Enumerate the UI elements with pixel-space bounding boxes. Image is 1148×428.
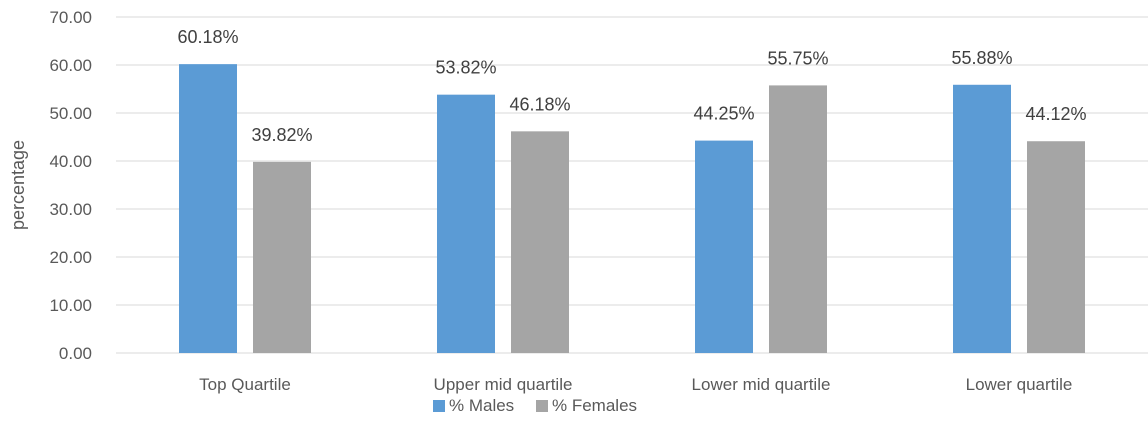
bar-males bbox=[953, 84, 1011, 353]
data-label: 55.88% bbox=[951, 48, 1012, 68]
x-category-label: Lower quartile bbox=[966, 375, 1073, 394]
y-axis-title: percentage bbox=[8, 140, 28, 230]
legend: % Males % Females bbox=[433, 396, 637, 415]
y-axis-ticks: 0.00 10.00 20.00 30.00 40.00 50.00 60.00 70.00 bbox=[49, 8, 92, 363]
bar-males bbox=[179, 64, 237, 354]
data-label: 44.25% bbox=[693, 104, 754, 124]
bar-females bbox=[511, 131, 569, 353]
x-axis-categories: Top Quartile Upper mid quartile Lower mid … bbox=[199, 375, 1072, 394]
x-category-label: Top Quartile bbox=[199, 375, 291, 394]
data-labels: 60.18% 39.82% 53.82% 46.18% 44.25% 55.75% 55.8… bbox=[177, 27, 1086, 145]
data-label: 60.18% bbox=[177, 27, 238, 47]
data-label: 53.82% bbox=[435, 58, 496, 78]
y-tick-label: 10.00 bbox=[49, 296, 92, 315]
y-tick-label: 50.00 bbox=[49, 104, 92, 123]
bar-males bbox=[437, 94, 495, 353]
bar-females bbox=[253, 161, 311, 353]
y-tick-label: 30.00 bbox=[49, 200, 92, 219]
legend-swatch-females bbox=[536, 400, 548, 412]
data-label: 44.12% bbox=[1025, 104, 1086, 124]
legend-swatch-males bbox=[433, 400, 445, 412]
y-tick-label: 0.00 bbox=[59, 344, 92, 363]
x-category-label: Upper mid quartile bbox=[434, 375, 573, 394]
bar-males bbox=[695, 140, 753, 353]
y-tick-label: 20.00 bbox=[49, 248, 92, 267]
y-tick-label: 60.00 bbox=[49, 56, 92, 75]
data-label: 55.75% bbox=[767, 48, 828, 68]
y-tick-label: 40.00 bbox=[49, 152, 92, 171]
bars bbox=[179, 64, 1085, 354]
bar-females bbox=[1027, 141, 1085, 353]
y-tick-label: 70.00 bbox=[49, 8, 92, 27]
x-category-label: Lower mid quartile bbox=[692, 375, 831, 394]
data-label: 39.82% bbox=[251, 125, 312, 145]
bar-females bbox=[769, 85, 827, 354]
legend-label-females: % Females bbox=[552, 396, 637, 415]
data-label: 46.18% bbox=[509, 94, 570, 114]
legend-label-males: % Males bbox=[449, 396, 514, 415]
